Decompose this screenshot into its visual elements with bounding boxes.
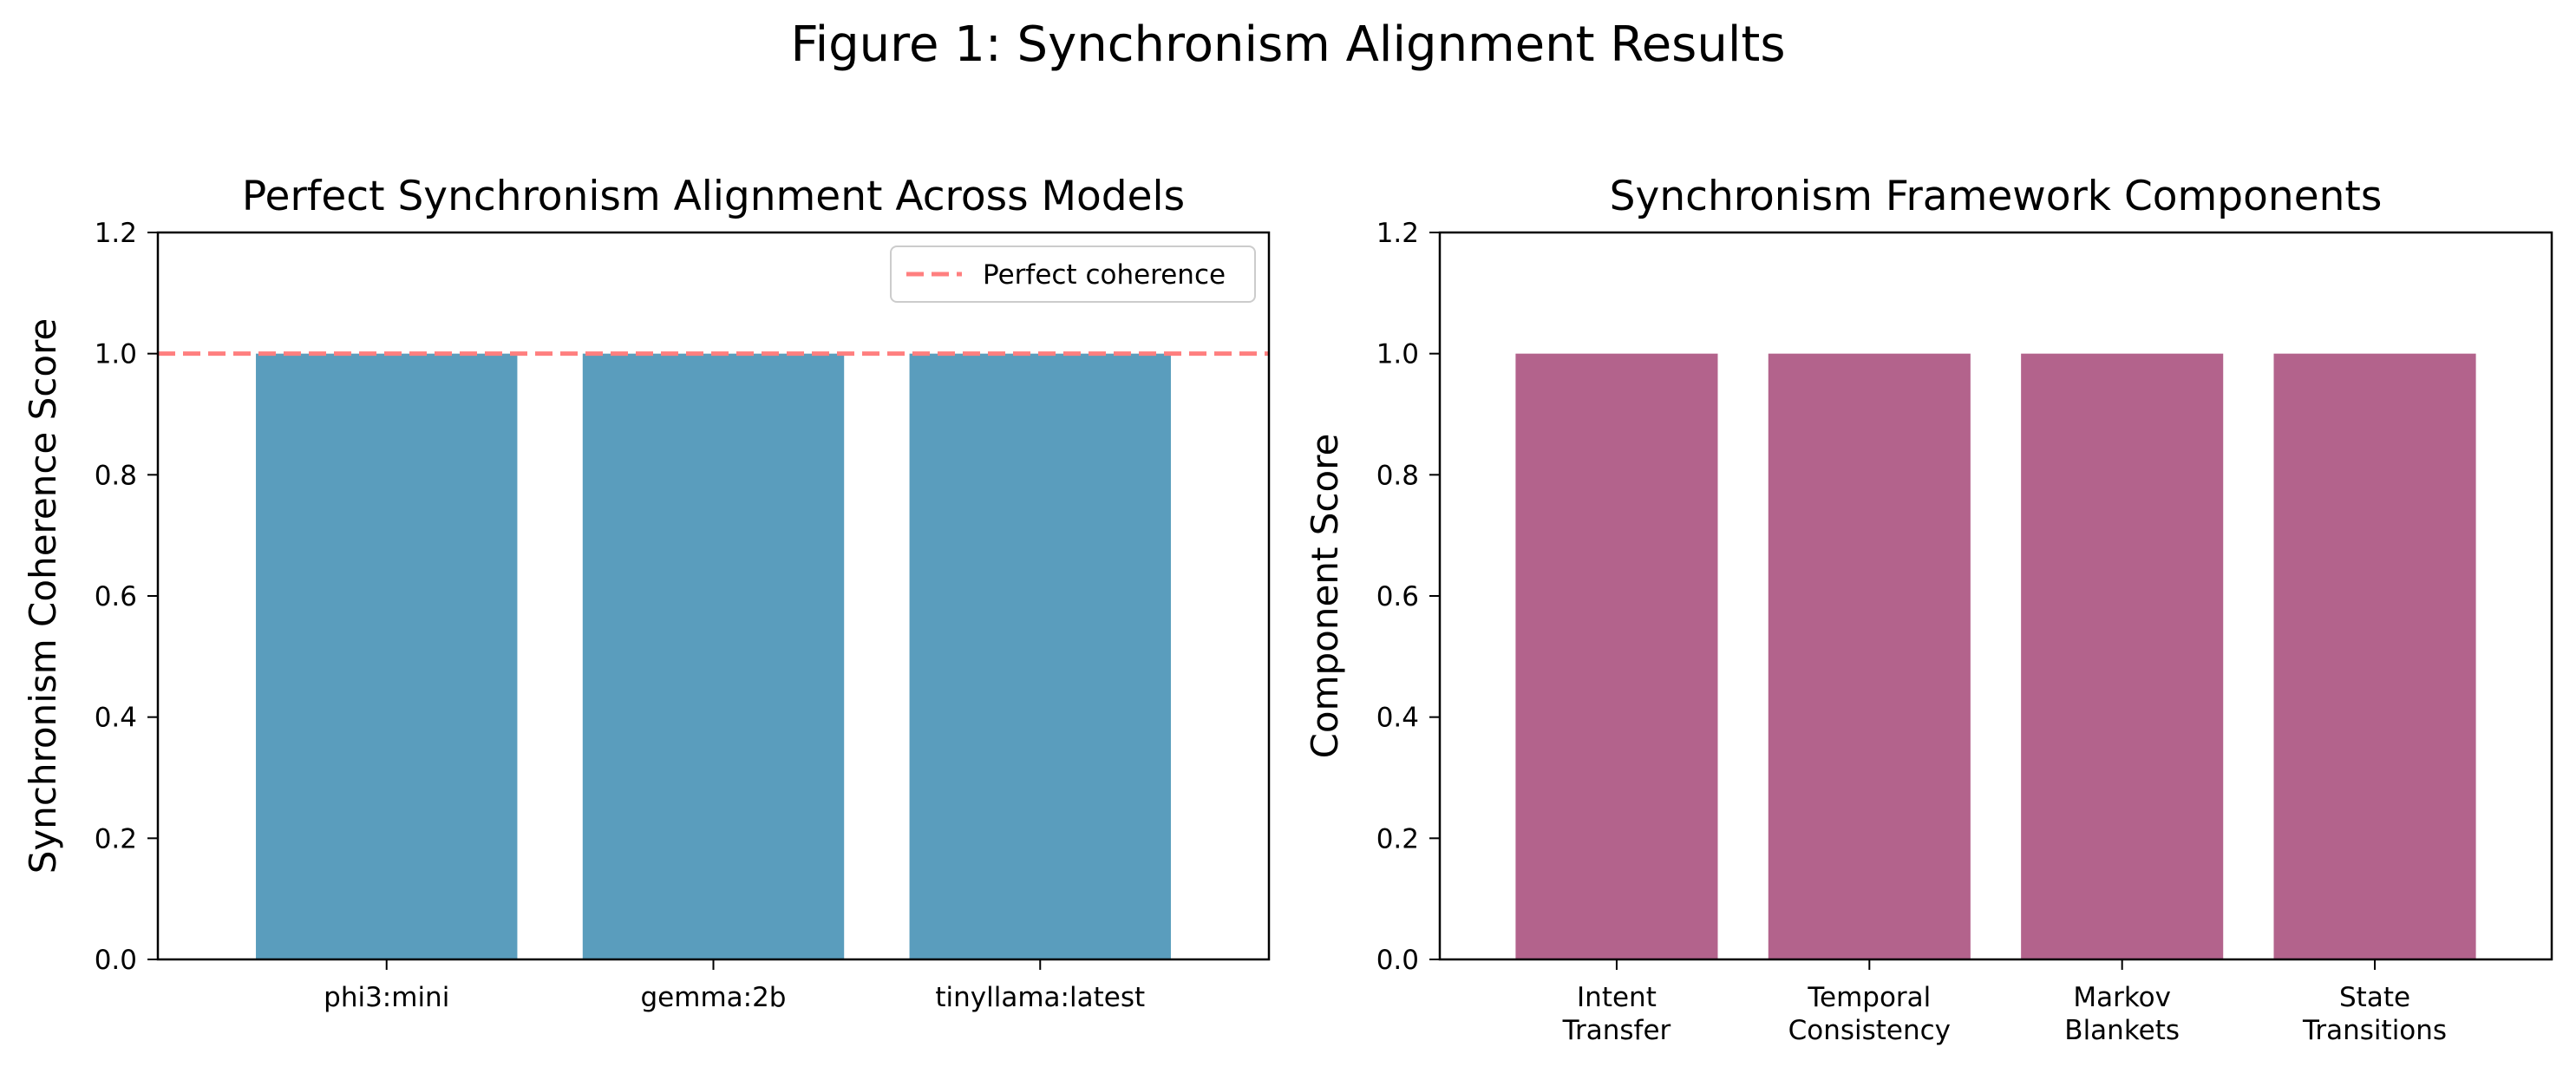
x-tick-label-line: Transfer bbox=[1562, 1015, 1671, 1046]
x-tick-label-line: Transitions bbox=[2302, 1015, 2447, 1046]
chart-title: Synchronism Framework Components bbox=[1610, 173, 2383, 220]
x-tick-label: Markov Blankets bbox=[2064, 982, 2180, 1046]
y-tick-label: 0.6 bbox=[95, 581, 137, 612]
bar bbox=[1768, 353, 1971, 960]
chart-title: Perfect Synchronism Alignment Across Mod… bbox=[242, 173, 1185, 220]
y-tick-label: 0.4 bbox=[95, 703, 137, 734]
y-tick-label: 0.0 bbox=[95, 945, 137, 976]
legend-box bbox=[890, 245, 1256, 303]
x-tick-label: phi3:mini bbox=[324, 982, 449, 1013]
y-tick-label: 0.0 bbox=[1376, 945, 1419, 976]
y-axis-label: Synchronism Coherence Score bbox=[22, 318, 64, 874]
y-tick-label: 0.4 bbox=[1376, 703, 1419, 734]
x-tick-label: Intent Transfer bbox=[1562, 982, 1671, 1046]
y-tick-label: 0.8 bbox=[1376, 460, 1419, 491]
x-tick-label: gemma:2b bbox=[641, 982, 787, 1013]
x-tick-label: Temporal Consistency bbox=[1788, 982, 1951, 1046]
y-tick-label: 0.8 bbox=[95, 460, 137, 491]
bar bbox=[909, 353, 1171, 960]
bar bbox=[2021, 353, 2224, 960]
x-tick-label: tinyllama:latest bbox=[935, 982, 1145, 1013]
y-tick-label: 1.2 bbox=[95, 218, 137, 249]
x-tick-label-line: Temporal bbox=[1807, 982, 1931, 1013]
x-tick-label-line: Consistency bbox=[1788, 1015, 1951, 1046]
x-tick-label-line: tinyllama:latest bbox=[935, 982, 1145, 1013]
y-tick-label: 1.0 bbox=[95, 339, 137, 370]
figure-title: Figure 1: Synchronism Alignment Results bbox=[790, 16, 1785, 73]
x-tick-label: State Transitions bbox=[2302, 982, 2447, 1046]
x-tick-label-line: phi3:mini bbox=[324, 982, 449, 1013]
plot-frame bbox=[156, 231, 1271, 961]
y-tick-label: 1.2 bbox=[1376, 218, 1419, 249]
plot-frame bbox=[1438, 231, 2553, 961]
chart-framework-components: Synchronism Framework Components 0.0 0.2 0.… bbox=[1304, 173, 2553, 1046]
x-tick-label-line: gemma:2b bbox=[641, 982, 787, 1013]
bar bbox=[256, 353, 518, 960]
x-tick-label-line: State bbox=[2339, 982, 2410, 1013]
y-axis-label: Component Score bbox=[1304, 434, 1346, 759]
x-tick-label-line: Markov bbox=[2073, 982, 2171, 1013]
bar bbox=[2273, 353, 2476, 960]
y-tick-label: 0.2 bbox=[1376, 823, 1419, 854]
y-tick-label: 0.6 bbox=[1376, 581, 1419, 612]
y-tick-label: 0.2 bbox=[95, 823, 137, 854]
x-tick-label-line: Blankets bbox=[2064, 1015, 2180, 1046]
x-tick-label-line: Intent bbox=[1577, 982, 1657, 1013]
y-tick-label: 1.0 bbox=[1376, 339, 1419, 370]
chart-model-alignment: Perfect Synchronism Alignment Across Mod… bbox=[22, 173, 1271, 1013]
bar bbox=[1515, 353, 1718, 960]
bar bbox=[582, 353, 845, 960]
legend-label: Perfect coherence bbox=[983, 259, 1226, 291]
